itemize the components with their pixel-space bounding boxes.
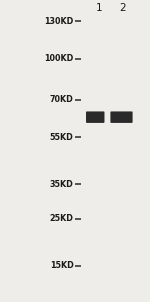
Text: 55KD: 55KD	[50, 133, 74, 142]
Text: 1: 1	[96, 2, 102, 13]
Text: 130KD: 130KD	[44, 17, 74, 26]
FancyBboxPatch shape	[86, 111, 104, 123]
Text: 35KD: 35KD	[50, 180, 74, 189]
Text: 100KD: 100KD	[44, 54, 74, 63]
Text: 15KD: 15KD	[50, 261, 74, 270]
Text: 2: 2	[120, 2, 126, 13]
FancyBboxPatch shape	[110, 111, 133, 123]
Text: 25KD: 25KD	[50, 214, 74, 223]
Text: 70KD: 70KD	[50, 95, 74, 104]
